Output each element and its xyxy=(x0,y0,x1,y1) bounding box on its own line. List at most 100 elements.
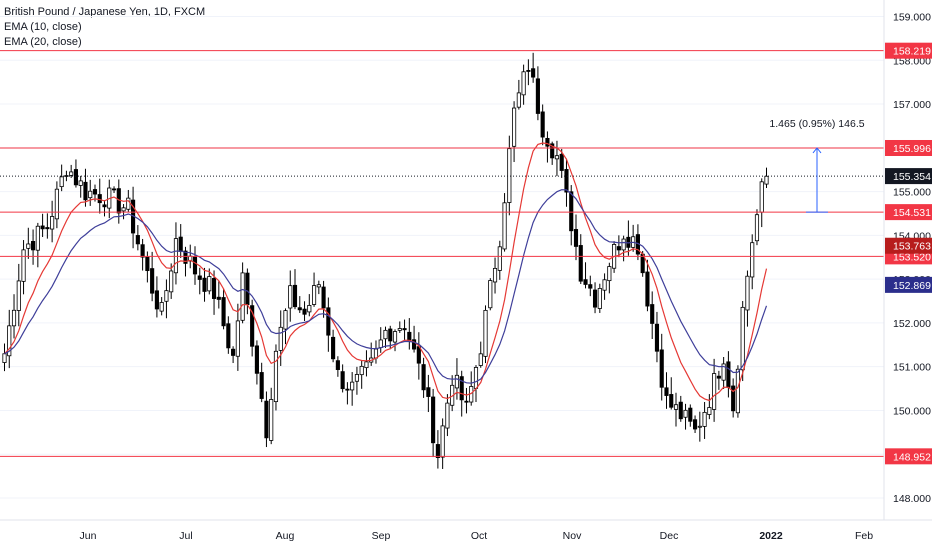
time-tick-label: Feb xyxy=(855,530,873,542)
candle-body xyxy=(592,289,598,308)
candle xyxy=(502,193,507,252)
candle xyxy=(331,329,336,363)
candle xyxy=(73,159,79,188)
candle-body xyxy=(712,373,717,410)
candle-body xyxy=(278,326,283,351)
candle xyxy=(131,186,136,249)
candle-body xyxy=(202,277,207,292)
candle-body xyxy=(697,425,702,428)
candle-body xyxy=(288,285,293,309)
candle xyxy=(597,283,602,313)
candle xyxy=(564,158,569,207)
candle-body xyxy=(345,388,350,391)
candle xyxy=(292,269,298,310)
candle xyxy=(297,296,302,313)
time-tick-label: 2022 xyxy=(759,530,783,542)
candle xyxy=(11,294,17,339)
candle xyxy=(359,360,364,389)
candle xyxy=(683,403,688,430)
candle xyxy=(97,178,102,214)
candle xyxy=(173,222,179,285)
level-price-label: 158.219 xyxy=(893,46,931,58)
candle xyxy=(302,301,307,322)
candle-body xyxy=(126,197,131,210)
candle xyxy=(392,329,398,352)
candle-body xyxy=(750,242,755,278)
candle xyxy=(559,148,564,178)
candle-body xyxy=(121,207,126,212)
candle xyxy=(88,179,93,206)
candle xyxy=(40,213,45,238)
candle xyxy=(602,273,607,300)
ema20-price-label-bg xyxy=(885,276,932,293)
candle-body xyxy=(54,188,59,220)
candle xyxy=(311,272,317,307)
candle xyxy=(673,392,679,427)
candle-body xyxy=(445,402,450,429)
candle-body xyxy=(88,190,93,199)
candle-body xyxy=(531,68,536,78)
candle xyxy=(221,288,226,330)
candle-body xyxy=(559,153,564,171)
candle xyxy=(202,267,207,302)
candle xyxy=(754,209,760,246)
candle xyxy=(731,378,736,418)
candle xyxy=(345,382,350,405)
candle-body xyxy=(545,137,550,147)
candle xyxy=(512,101,517,163)
candle xyxy=(464,387,469,414)
candle xyxy=(373,340,379,364)
time-axis[interactable]: Jun Jul Aug Sep Oct Nov Dec 2022 Feb xyxy=(0,519,932,542)
candle xyxy=(750,234,755,290)
candle xyxy=(369,342,374,366)
candle xyxy=(416,332,421,380)
candle-body xyxy=(526,70,531,72)
candle-body xyxy=(311,285,317,305)
candle-body xyxy=(478,353,483,366)
candle-body xyxy=(588,284,593,289)
candle-body xyxy=(602,279,607,291)
candle xyxy=(431,388,436,458)
candle-body xyxy=(207,276,212,292)
candle-body xyxy=(283,310,288,330)
candle xyxy=(478,341,483,368)
ema10-legend: EMA (10, close) xyxy=(4,21,82,33)
candle-body xyxy=(378,339,383,348)
candle xyxy=(697,411,702,442)
candle xyxy=(402,319,407,341)
candle xyxy=(659,333,664,401)
candle-body xyxy=(488,280,493,309)
time-tick-label: Oct xyxy=(471,530,487,542)
candle-body xyxy=(745,275,750,311)
candle xyxy=(678,395,683,422)
candle-body xyxy=(740,306,745,371)
candle xyxy=(226,316,231,354)
candle-body xyxy=(273,350,279,403)
candle-body xyxy=(735,368,740,414)
candle xyxy=(421,357,426,398)
candle xyxy=(154,276,159,318)
candle xyxy=(483,305,488,364)
candle xyxy=(473,365,479,403)
candle-body xyxy=(521,71,526,96)
candle xyxy=(712,358,717,422)
candle-body xyxy=(678,401,683,420)
candle-body xyxy=(59,176,64,188)
candle-body xyxy=(654,323,660,352)
candle xyxy=(573,214,579,261)
candle xyxy=(607,262,612,294)
candle xyxy=(259,362,264,403)
candle-body xyxy=(192,256,198,275)
candle-body xyxy=(616,246,621,251)
candle xyxy=(412,325,417,353)
candle xyxy=(635,224,640,261)
candle xyxy=(397,321,402,333)
candle xyxy=(378,327,383,353)
candle-body xyxy=(140,244,145,258)
candle xyxy=(531,52,536,83)
level-price-label: 153.520 xyxy=(893,251,931,263)
candle xyxy=(7,309,12,369)
price-axis[interactable]: 148.000149.000150.000151.000152.000153.0… xyxy=(883,0,932,520)
candle xyxy=(507,135,512,216)
